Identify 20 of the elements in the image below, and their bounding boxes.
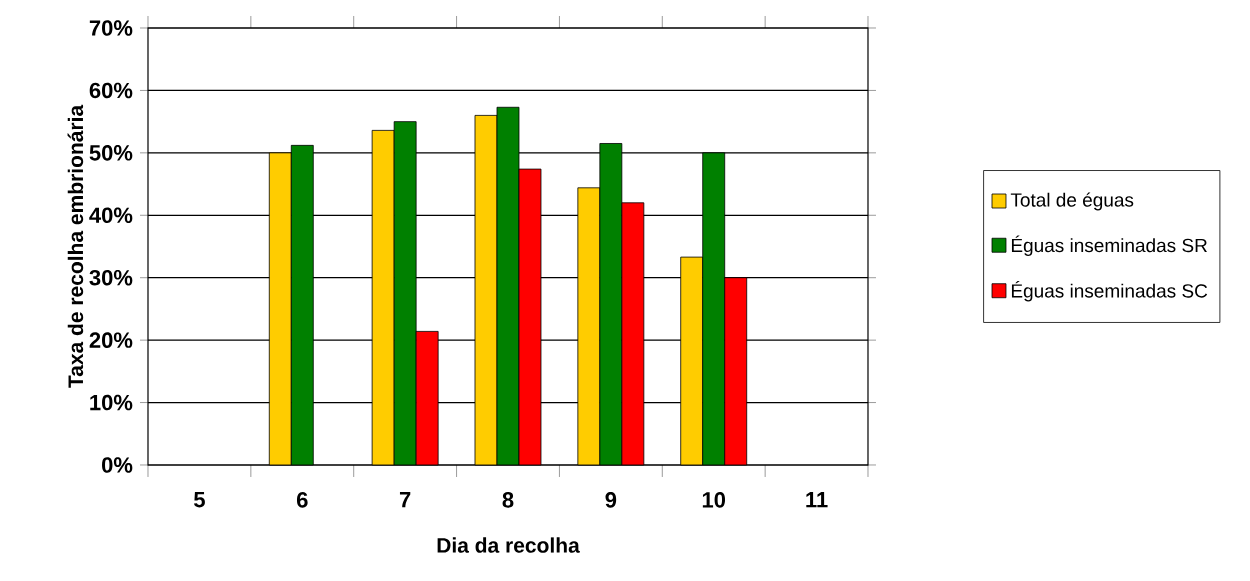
x-tick-label: 9 — [605, 492, 617, 508]
y-tick-label: 0% — [102, 457, 133, 473]
x-tick-label: 11 — [806, 492, 828, 508]
x-axis-title: Dia da recolha — [437, 537, 580, 553]
legend-label: Éguas inseminadas SC — [1011, 280, 1208, 302]
x-tick-label: 7 — [399, 492, 411, 508]
y-tick-label: 40% — [89, 207, 133, 224]
x-tick-label: 8 — [502, 492, 514, 508]
y-tick-label: 20% — [89, 332, 133, 348]
legend-label: Total de éguas — [1010, 192, 1134, 211]
y-tick-label: 30% — [89, 269, 133, 286]
y-tick-label: 10% — [90, 394, 133, 411]
y-tick-label: 70% — [89, 20, 133, 36]
y-tick-label: 60% — [89, 82, 133, 99]
x-tick-label: 10 — [702, 492, 726, 508]
y-tick-label: 50% — [89, 145, 133, 161]
legend-label: Éguas inseminadas SR — [1011, 235, 1207, 256]
x-tick-label: 6 — [296, 492, 308, 508]
x-tick-label: 5 — [194, 492, 205, 508]
y-axis-title: Taxa de recolha embrionária — [67, 104, 84, 388]
